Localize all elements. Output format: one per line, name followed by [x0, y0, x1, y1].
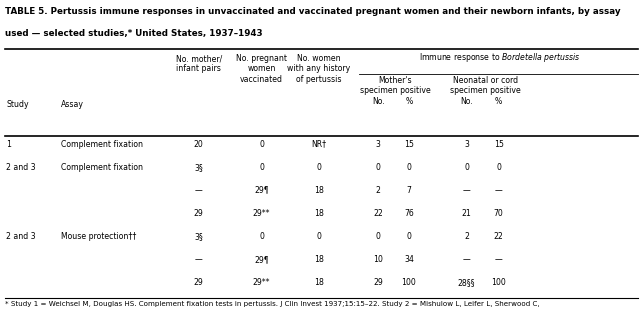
Text: —: — [495, 186, 503, 195]
Text: 2: 2 [464, 232, 469, 241]
Text: 0: 0 [259, 140, 264, 149]
Text: 0: 0 [406, 163, 412, 172]
Text: Complement fixation: Complement fixation [61, 140, 143, 149]
Text: Neonatal or cord
specimen positive: Neonatal or cord specimen positive [450, 76, 520, 95]
Text: 2 and 3: 2 and 3 [6, 163, 36, 172]
Text: No.: No. [372, 97, 385, 106]
Text: 15: 15 [494, 140, 504, 149]
Text: 29¶: 29¶ [254, 255, 269, 264]
Text: 0: 0 [376, 163, 381, 172]
Text: 3: 3 [464, 140, 469, 149]
Text: 1: 1 [6, 140, 12, 149]
Text: Assay: Assay [61, 100, 84, 109]
Text: Complement fixation: Complement fixation [61, 163, 143, 172]
Text: —: — [195, 255, 203, 264]
Text: 0: 0 [406, 232, 412, 241]
Text: 100: 100 [401, 278, 417, 287]
Text: NR†: NR† [311, 140, 326, 149]
Text: 70: 70 [494, 209, 504, 218]
Text: 0: 0 [259, 163, 264, 172]
Text: 29**: 29** [253, 278, 271, 287]
Text: No. women
with any history
of pertussis: No. women with any history of pertussis [287, 54, 350, 84]
Text: 29¶: 29¶ [254, 186, 269, 195]
Text: No. pregnant
women
vaccinated: No. pregnant women vaccinated [236, 54, 287, 84]
Text: Study: Study [6, 100, 29, 109]
Text: 3: 3 [376, 140, 381, 149]
Text: %: % [495, 97, 503, 106]
Text: 3§: 3§ [194, 163, 203, 172]
Text: 100: 100 [491, 278, 506, 287]
Text: —: — [463, 255, 470, 264]
Text: —: — [463, 186, 470, 195]
Text: 29: 29 [194, 278, 204, 287]
Text: 0: 0 [496, 163, 501, 172]
Text: 2: 2 [376, 186, 381, 195]
Text: 15: 15 [404, 140, 414, 149]
Text: TABLE 5. Pertussis immune responses in unvaccinated and vaccinated pregnant wome: TABLE 5. Pertussis immune responses in u… [5, 7, 620, 16]
Text: Immune response to $\it{Bordetella\ pertussis}$: Immune response to $\it{Bordetella\ pert… [419, 51, 581, 64]
Text: —: — [195, 186, 203, 195]
Text: 18: 18 [313, 255, 324, 264]
Text: 7: 7 [406, 186, 412, 195]
Text: 18: 18 [313, 278, 324, 287]
Text: 22: 22 [373, 209, 383, 218]
Text: 0: 0 [464, 163, 469, 172]
Text: 3§: 3§ [194, 232, 203, 241]
Text: No.: No. [460, 97, 473, 106]
Text: 0: 0 [259, 232, 264, 241]
Text: 2 and 3: 2 and 3 [6, 232, 36, 241]
Text: used — selected studies,* United States, 1937–1943: used — selected studies,* United States,… [5, 29, 263, 38]
Text: 20: 20 [194, 140, 204, 149]
Text: 18: 18 [313, 209, 324, 218]
Text: 29**: 29** [253, 209, 271, 218]
Text: 18: 18 [313, 186, 324, 195]
Text: Mother's
specimen positive: Mother's specimen positive [360, 76, 431, 95]
Text: 29: 29 [373, 278, 383, 287]
Text: 76: 76 [404, 209, 414, 218]
Text: Mouse protection††: Mouse protection†† [61, 232, 137, 241]
Text: 10: 10 [373, 255, 383, 264]
Text: 22: 22 [494, 232, 504, 241]
Text: 28§§: 28§§ [458, 278, 476, 287]
Text: 34: 34 [404, 255, 414, 264]
Text: 0: 0 [376, 232, 381, 241]
Text: 0: 0 [316, 163, 321, 172]
Text: No. mother/
infant pairs: No. mother/ infant pairs [176, 54, 222, 74]
Text: —: — [495, 255, 503, 264]
Text: * Study 1 = Weichsel M, Douglas HS. Complement fixation tests in pertussis. J Cl: * Study 1 = Weichsel M, Douglas HS. Comp… [5, 302, 540, 307]
Text: %: % [405, 97, 413, 106]
Text: 21: 21 [462, 209, 472, 218]
Text: 29: 29 [194, 209, 204, 218]
Text: 0: 0 [316, 232, 321, 241]
